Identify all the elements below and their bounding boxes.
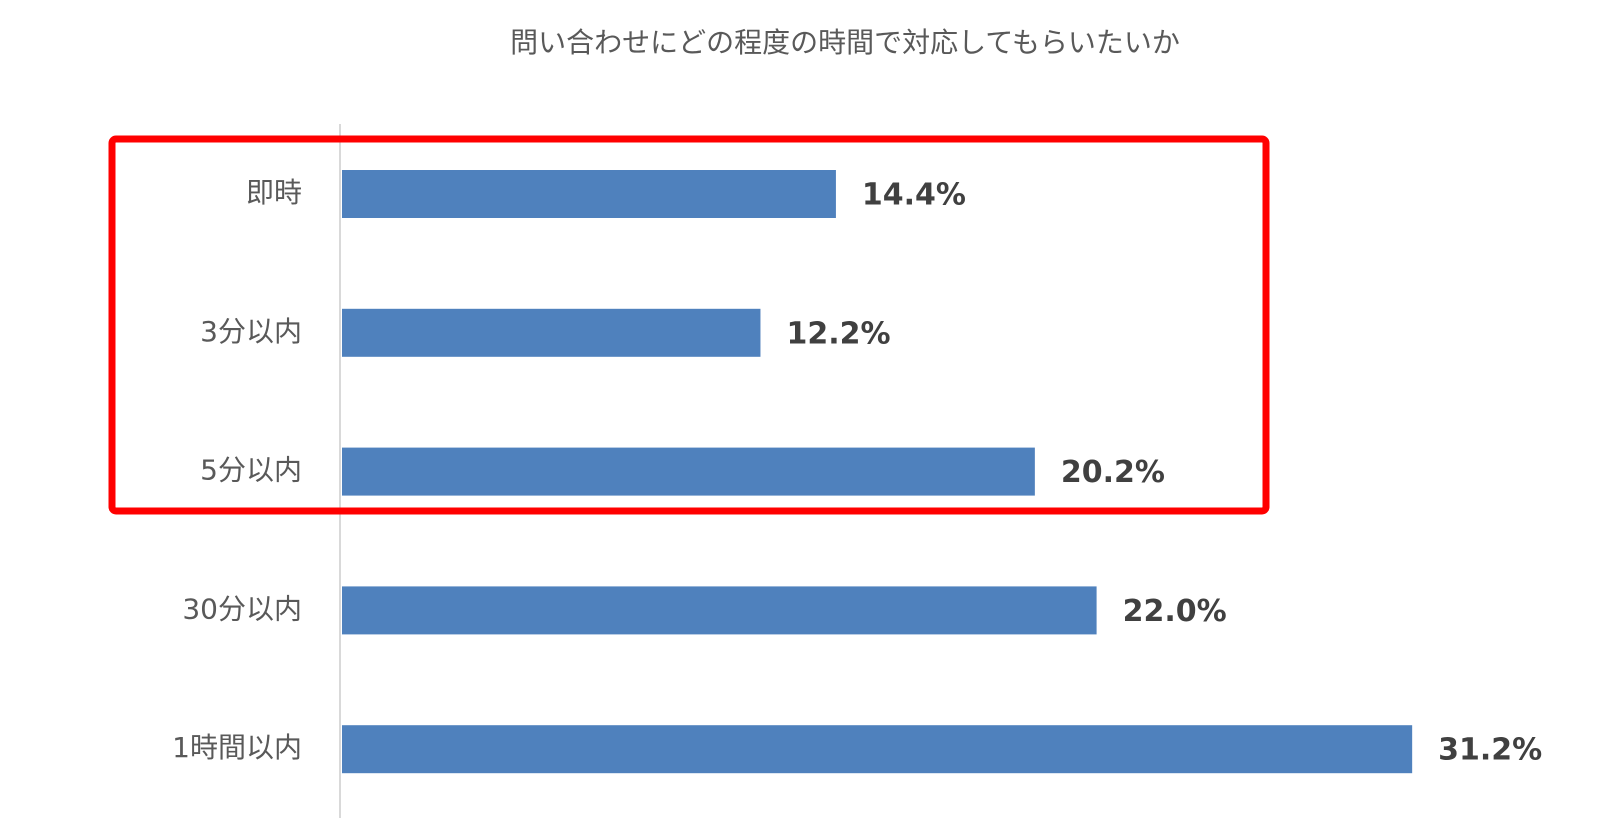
bar [342, 586, 1097, 635]
value-label: 20.2% [1061, 455, 1165, 490]
value-label: 22.0% [1123, 594, 1227, 629]
value-label: 14.4% [862, 178, 966, 213]
bar [342, 308, 761, 357]
bar [342, 725, 1413, 774]
category-label: 1時間以内 [172, 731, 302, 764]
highlight-box [108, 135, 1270, 515]
bar [342, 447, 1035, 496]
value-label: 12.2% [786, 316, 890, 351]
category-label: 3分以内 [200, 315, 302, 348]
category-label: 30分以内 [182, 592, 302, 625]
category-label: 即時 [246, 176, 302, 209]
bar [342, 170, 836, 218]
value-label: 31.2% [1438, 733, 1542, 768]
category-label: 5分以内 [200, 454, 302, 487]
chart-title: 問い合わせにどの程度の時間で対応してもらいたいか [510, 26, 1180, 59]
